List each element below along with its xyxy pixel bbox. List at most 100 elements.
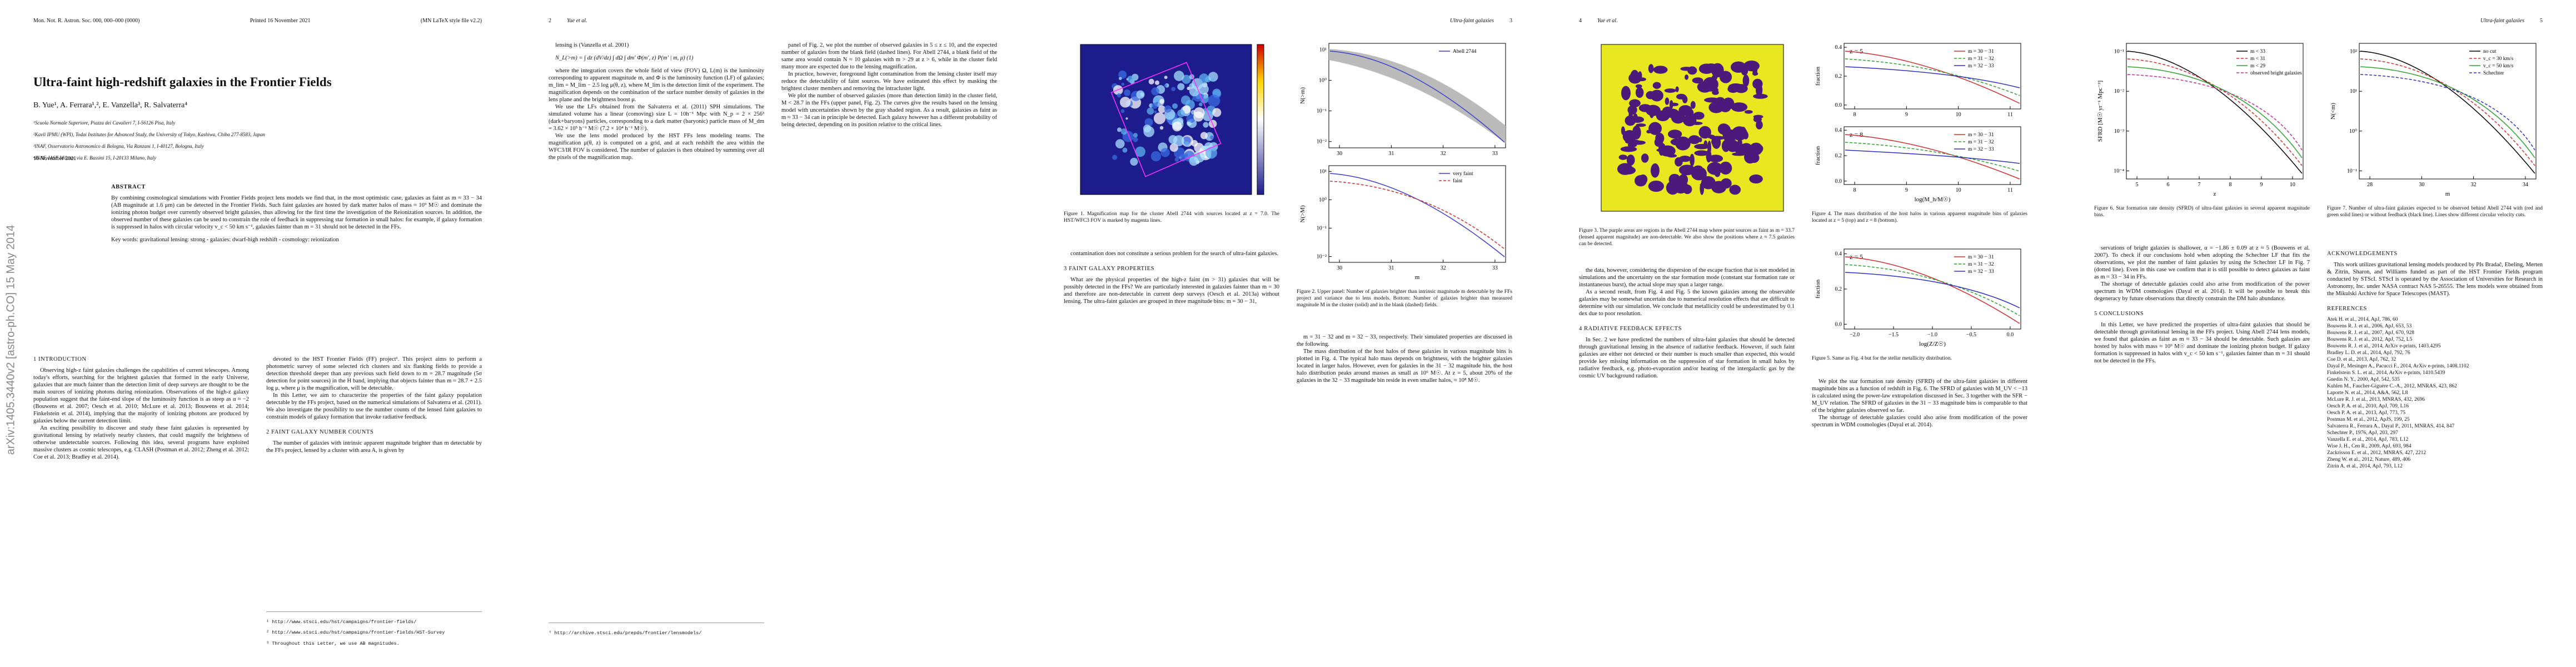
- paragraphs: In Sec. 2 we have predicted the numbers …: [1579, 336, 1795, 380]
- figure: −2.0 −1.5 −1.0 −0.5 0.0 0.0 0.2 0.4 log(Z/Z☉) fra…: [1812, 245, 2027, 362]
- map-blob: [1665, 97, 1670, 105]
- map-blob: [1119, 97, 1131, 108]
- curve: [1329, 173, 1505, 257]
- page-number: 3: [1509, 18, 1512, 24]
- figure: Figure 3. The purple areas are regions i…: [1579, 39, 1795, 247]
- map-blob: [1651, 163, 1660, 178]
- authors: B. Yue¹, A. Ferrara¹,², E. Vanzella³, R.…: [33, 101, 188, 109]
- header-text: Yue et al.: [1597, 18, 1618, 24]
- x-tick-label: −1.0: [1927, 332, 1937, 338]
- x-tick-label: 10: [2290, 182, 2295, 188]
- figure: 28 30 32 34 10⁻¹ 10⁰ 10¹ 10² m N(<m) no cut v_c = 3…: [2327, 39, 2543, 218]
- paragraphs: The number of galaxies with intrinsic ap…: [266, 440, 482, 454]
- map-blob: [1690, 153, 1695, 167]
- map-blob: [1670, 138, 1685, 146]
- paragraph: We plot the star formation rate density …: [1812, 379, 2027, 414]
- x-axis-label: m: [1415, 274, 1420, 281]
- map-blob: [1628, 107, 1633, 121]
- paragraphs: We plot the star formation rate density …: [1812, 378, 2027, 429]
- map-blob: [1154, 110, 1157, 114]
- paragraph: ³INAF, Osservatorio Astronomico di Bolog…: [33, 143, 204, 149]
- map-blob: [1187, 121, 1192, 126]
- paragraph: Dayal P., Mesinger A., Pacucci F., 2014,…: [2327, 364, 2469, 369]
- map-blob: [1678, 174, 1688, 186]
- map-blob: [1630, 69, 1640, 84]
- map-blob: [1692, 121, 1703, 125]
- y-tick-label: 0.4: [1835, 44, 1842, 51]
- legend-label: m < 29: [2250, 63, 2265, 69]
- paragraph: Gnedin N. Y., 2000, ApJ, 542, 535: [2327, 377, 2400, 382]
- y-tick-label: 10¹: [1319, 47, 1327, 53]
- x-tick-label: 8: [2229, 182, 2231, 188]
- map-blob: [1133, 137, 1138, 142]
- map-blob: [1160, 148, 1170, 157]
- x-tick-label: −0.5: [1966, 332, 1976, 338]
- curve: [2360, 58, 2535, 166]
- x-tick-label: 30: [1337, 151, 1342, 157]
- x-tick-label: 11: [2007, 187, 2013, 193]
- map-blob: [1729, 185, 1741, 195]
- paragraph: ² http://www.stsci.edu/hst/campaigns/fro…: [266, 630, 445, 635]
- paragraph: The shortage of detectable galaxies coul…: [2094, 281, 2310, 302]
- map-blob: [1198, 102, 1203, 107]
- curve: [2127, 74, 2303, 151]
- map-blob: [1756, 83, 1763, 97]
- x-tick-label: 10: [1956, 187, 1961, 193]
- paragraphs: the data, however, considering the dispe…: [1579, 267, 1795, 317]
- map-blob: [1706, 63, 1717, 70]
- paragraph: In this Letter, we have predicted the pr…: [2094, 322, 2310, 364]
- map-blob: [1194, 142, 1204, 153]
- map-blob: [1655, 133, 1665, 144]
- paragraph: The shortage of detectable galaxies coul…: [1812, 415, 2027, 428]
- x-tick-label: 33: [1492, 151, 1498, 157]
- paragraphs: What are the physical properties of the …: [1064, 276, 1279, 305]
- curve: [2127, 66, 2303, 158]
- map-blob: [1189, 156, 1199, 166]
- plot-figure: −2.0 −1.5 −1.0 −0.5 0.0 0.0 0.2 0.4 log(Z/Z☉) fra…: [1815, 248, 2021, 347]
- map-blob: [1180, 95, 1190, 105]
- uncertainty-band: [1329, 49, 1506, 143]
- paragraph: Postman M. et al., 2012, ApJS, 199, 25: [2327, 417, 2410, 422]
- map-blob: [1707, 141, 1712, 155]
- y-tick-label: 10¹: [1319, 168, 1327, 175]
- curve: [2127, 51, 2303, 174]
- plot-frame: [1843, 43, 2021, 109]
- paragraph: m = 31 − 32 and m = 32 − 33, respectivel…: [1297, 334, 1512, 347]
- paragraphs: This work utilizes gravitational lensing…: [2327, 261, 2543, 297]
- paragraph: ⁴INAF, IASF Milano, via E. Bassini 15, I…: [33, 155, 156, 161]
- x-tick-label: 34: [2523, 182, 2528, 188]
- paragraph: ⁴ http://archive.stsci.edu/prepds/fronti…: [549, 630, 702, 636]
- map-blob: [1708, 155, 1723, 163]
- page: Ultra-faint galaxies 3 Figure 1. Magnifi…: [1030, 0, 1546, 667]
- map-blob: [1153, 112, 1166, 125]
- paragraphs: servations of bright galaxies is shallow…: [2094, 245, 2310, 302]
- map-blob: [1130, 157, 1138, 166]
- x-tick-label: 30: [2419, 182, 2424, 188]
- map-blob: [1638, 174, 1648, 185]
- paragraphs: contamination does not constitute a seri…: [1064, 250, 1279, 257]
- y-tick-label: 10²: [2350, 49, 2357, 55]
- map-blob: [1210, 135, 1214, 140]
- column: ACKNOWLEDGEMENTS This work utilizes grav…: [2327, 250, 2543, 470]
- x-tick-label: 32: [2471, 182, 2477, 188]
- panel-label: z = 5: [1850, 253, 1863, 261]
- paragraph: where the integration covers the whole f…: [549, 68, 764, 103]
- y-tick-label: 0.2: [1835, 286, 1842, 292]
- affiliations: ¹Scuola Normale Superiore, Piazza dei Ca…: [33, 115, 478, 166]
- map-blob: [1193, 111, 1204, 122]
- figure-caption: Figure 2. Upper panel: Number of galaxie…: [1297, 289, 1512, 308]
- figure-caption: Figure 3. The purple areas are regions i…: [1579, 228, 1795, 247]
- curve: [1845, 150, 2020, 164]
- paragraph: Salvaterra R., Ferrara A., Dayal P., 201…: [2327, 424, 2455, 429]
- y-axis-label: fraction: [1815, 146, 1821, 165]
- x-tick-label: 30: [1337, 265, 1342, 271]
- map-blob: [1635, 84, 1642, 88]
- map-blob: [1172, 103, 1178, 109]
- map-blob: [1641, 153, 1649, 163]
- paragraph: Atek H. et al., 2014, ApJ, 786, 60: [2327, 317, 2398, 322]
- map-blob: [1728, 83, 1744, 92]
- paragraph: Zitrin A. et al., 2014, ApJ, 793, L12: [2327, 464, 2403, 469]
- map-blob: [1648, 64, 1654, 73]
- y-tick-label: 10⁻⁴: [2114, 168, 2124, 174]
- map-blob: [1136, 90, 1145, 99]
